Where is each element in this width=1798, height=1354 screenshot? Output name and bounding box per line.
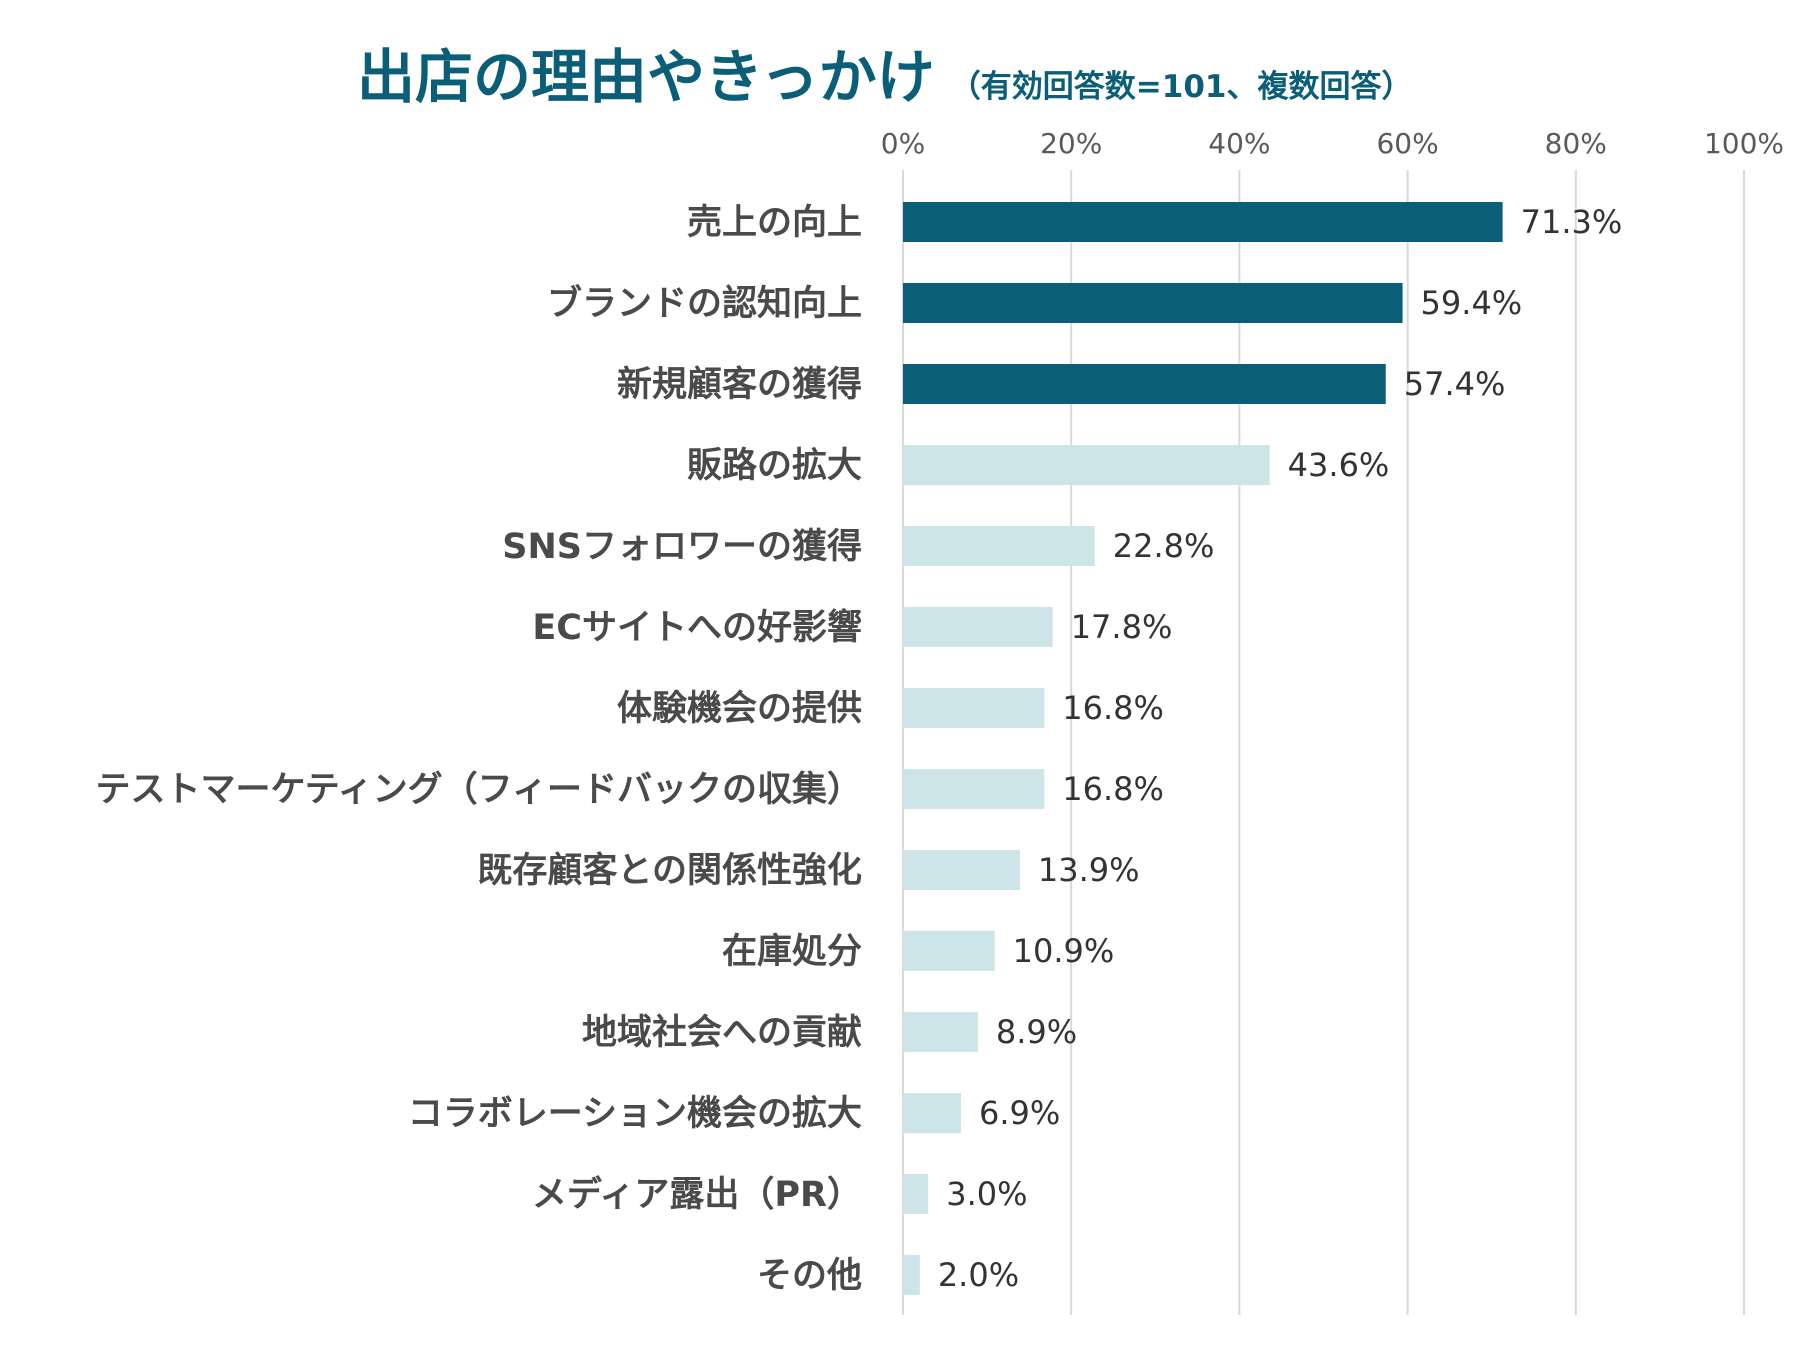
- category-label-1: 売上の向上: [687, 203, 862, 243]
- category-label-10: 在庫処分: [722, 932, 862, 972]
- bars: [903, 202, 1503, 1295]
- bar-2: [903, 283, 1403, 323]
- value-label-8: 16.8%: [1062, 770, 1164, 808]
- category-label-14: その他: [757, 1256, 862, 1296]
- bar-1: [903, 202, 1503, 242]
- bar-7: [903, 688, 1045, 728]
- value-label-11: 8.9%: [996, 1013, 1077, 1051]
- bar-9: [903, 850, 1020, 890]
- bar-10: [903, 931, 995, 971]
- value-label-14: 2.0%: [938, 1256, 1019, 1294]
- category-label-2: ブランドの認知向上: [547, 283, 862, 324]
- bar-8: [903, 769, 1045, 809]
- x-tick-label-80: 80%: [1545, 127, 1607, 160]
- bar-5: [903, 526, 1095, 566]
- bar-12: [903, 1093, 962, 1133]
- x-tick-label-100: 100%: [1704, 127, 1784, 160]
- bar-14: [903, 1255, 920, 1295]
- x-tick-label-20: 20%: [1040, 127, 1102, 160]
- bar-3: [903, 364, 1386, 404]
- category-label-5: SNSフォロワーの獲得: [502, 527, 862, 567]
- chart-subtitle: （有効回答数=101、複数回答）: [950, 69, 1413, 105]
- chart-title-main: 出店の理由やきっかけ: [357, 43, 935, 111]
- value-label-13: 3.0%: [946, 1175, 1027, 1213]
- bar-13: [903, 1174, 929, 1214]
- category-label-9: 既存顧客との関係性強化: [477, 850, 862, 891]
- bar-4: [903, 445, 1270, 485]
- value-label-12: 6.9%: [979, 1094, 1060, 1132]
- category-label-8: テストマーケティング（フィードバックの収集）: [95, 770, 862, 810]
- value-label-6: 17.8%: [1071, 608, 1173, 646]
- category-label-11: 地域社会への貢献: [582, 1013, 862, 1053]
- x-tick-label-40: 40%: [1208, 127, 1270, 160]
- gridlines: [902, 170, 1745, 1315]
- value-label-2: 59.4%: [1421, 284, 1523, 322]
- category-label-6: ECサイトへの好影響: [532, 607, 862, 648]
- value-label-5: 22.8%: [1113, 527, 1215, 565]
- chart-title: 出店の理由やきっかけ （有効回答数=101、複数回答）: [357, 43, 1412, 111]
- category-label-7: 体験機会の提供: [617, 689, 862, 729]
- value-label-4: 43.6%: [1288, 446, 1390, 484]
- category-label-12: コラボレーション機会の拡大: [408, 1094, 862, 1134]
- category-label-4: 販路の拡大: [687, 446, 862, 486]
- value-label-7: 16.8%: [1062, 689, 1164, 727]
- value-label-3: 57.4%: [1404, 365, 1506, 403]
- value-label-9: 13.9%: [1038, 851, 1140, 889]
- bar-6: [903, 607, 1053, 647]
- category-label-3: 新規顧客の獲得: [617, 364, 862, 405]
- category-label-13: メディア露出（PR）: [532, 1174, 862, 1215]
- x-tick-label-0: 0%: [881, 127, 925, 160]
- bar-11: [903, 1012, 978, 1052]
- x-tick-label-60: 60%: [1376, 127, 1438, 160]
- value-label-1: 71.3%: [1521, 203, 1623, 241]
- x-axis-ticks: 0% 20% 40% 60% 80% 100%: [881, 127, 1784, 160]
- value-label-10: 10.9%: [1013, 932, 1115, 970]
- value-labels: 71.3% 59.4% 57.4% 43.6% 22.8% 17.8% 16.8% 16.8%…: [938, 203, 1622, 1294]
